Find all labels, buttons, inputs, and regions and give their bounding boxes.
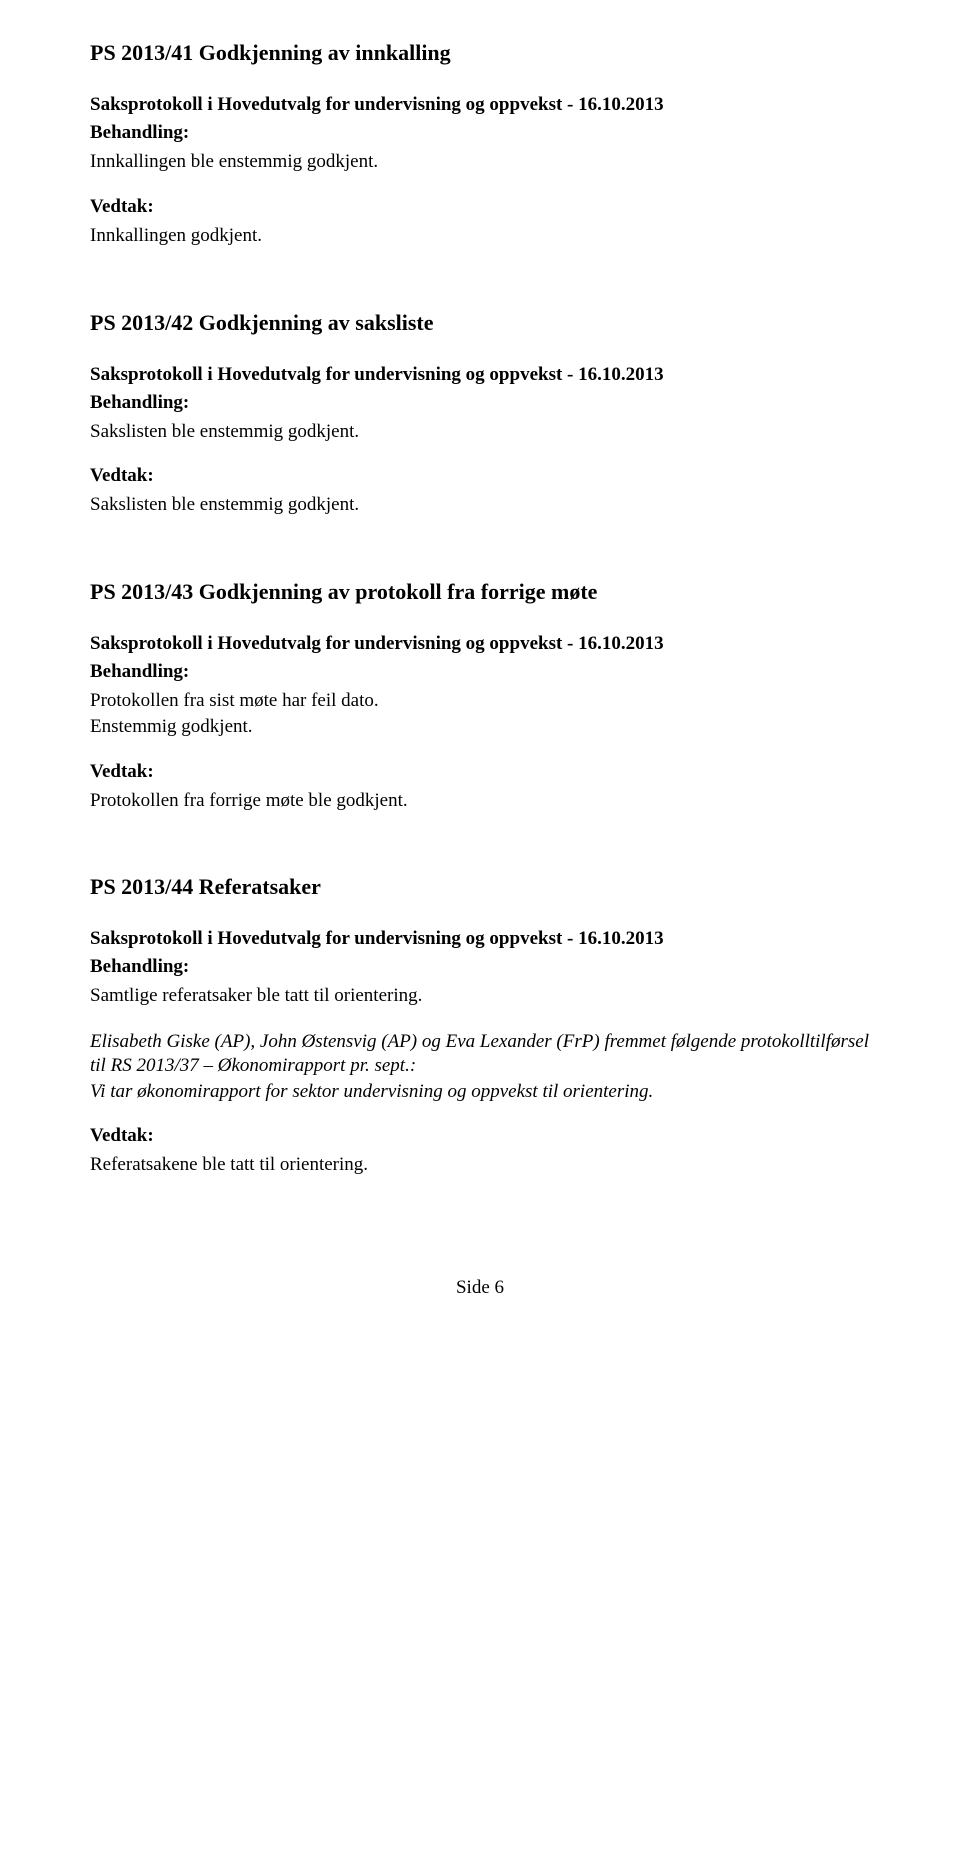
section-2-behandling-body: Sakslisten ble enstemmig godkjent. xyxy=(90,420,870,444)
section-3-vedtak-label: Vedtak: xyxy=(90,761,870,783)
page-footer: Side 6 xyxy=(90,1277,870,1299)
section-3-behandling-label: Behandling: xyxy=(90,661,870,683)
section-4-behandling-italic1: Elisabeth Giske (AP), John Østensvig (AP… xyxy=(90,1030,870,1078)
section-3-behandling-line1: Protokollen fra sist møte har feil dato. xyxy=(90,689,870,713)
section-1-behandling-label: Behandling: xyxy=(90,122,870,144)
section-1-title: PS 2013/41 Godkjenning av innkalling xyxy=(90,40,870,66)
section-3-title: PS 2013/43 Godkjenning av protokoll fra … xyxy=(90,579,870,605)
section-3-behandling-line2: Enstemmig godkjent. xyxy=(90,715,870,739)
section-1-vedtak-label: Vedtak: xyxy=(90,196,870,218)
section-4-behandling-italic2: Vi tar økonomirapport for sektor undervi… xyxy=(90,1080,870,1104)
section-4-title: PS 2013/44 Referatsaker xyxy=(90,874,870,900)
section-1-subheading: Saksprotokoll i Hovedutvalg for undervis… xyxy=(90,94,870,116)
section-4-vedtak-label: Vedtak: xyxy=(90,1125,870,1147)
section-2-vedtak-label: Vedtak: xyxy=(90,465,870,487)
section-3-vedtak-body: Protokollen fra forrige møte ble godkjen… xyxy=(90,789,870,813)
section-4-vedtak-body: Referatsakene ble tatt til orientering. xyxy=(90,1153,870,1177)
section-4-behandling-body1: Samtlige referatsaker ble tatt til orien… xyxy=(90,984,870,1008)
section-2-title: PS 2013/42 Godkjenning av saksliste xyxy=(90,310,870,336)
section-2-behandling-label: Behandling: xyxy=(90,392,870,414)
section-1-behandling-body: Innkallingen ble enstemmig godkjent. xyxy=(90,150,870,174)
section-4-subheading: Saksprotokoll i Hovedutvalg for undervis… xyxy=(90,928,870,950)
section-2-subheading: Saksprotokoll i Hovedutvalg for undervis… xyxy=(90,364,870,386)
section-4-behandling-label: Behandling: xyxy=(90,956,870,978)
document-page: PS 2013/41 Godkjenning av innkalling Sak… xyxy=(0,0,960,1853)
section-2-vedtak-body: Sakslisten ble enstemmig godkjent. xyxy=(90,493,870,517)
section-3-subheading: Saksprotokoll i Hovedutvalg for undervis… xyxy=(90,633,870,655)
section-1-vedtak-body: Innkallingen godkjent. xyxy=(90,224,870,248)
